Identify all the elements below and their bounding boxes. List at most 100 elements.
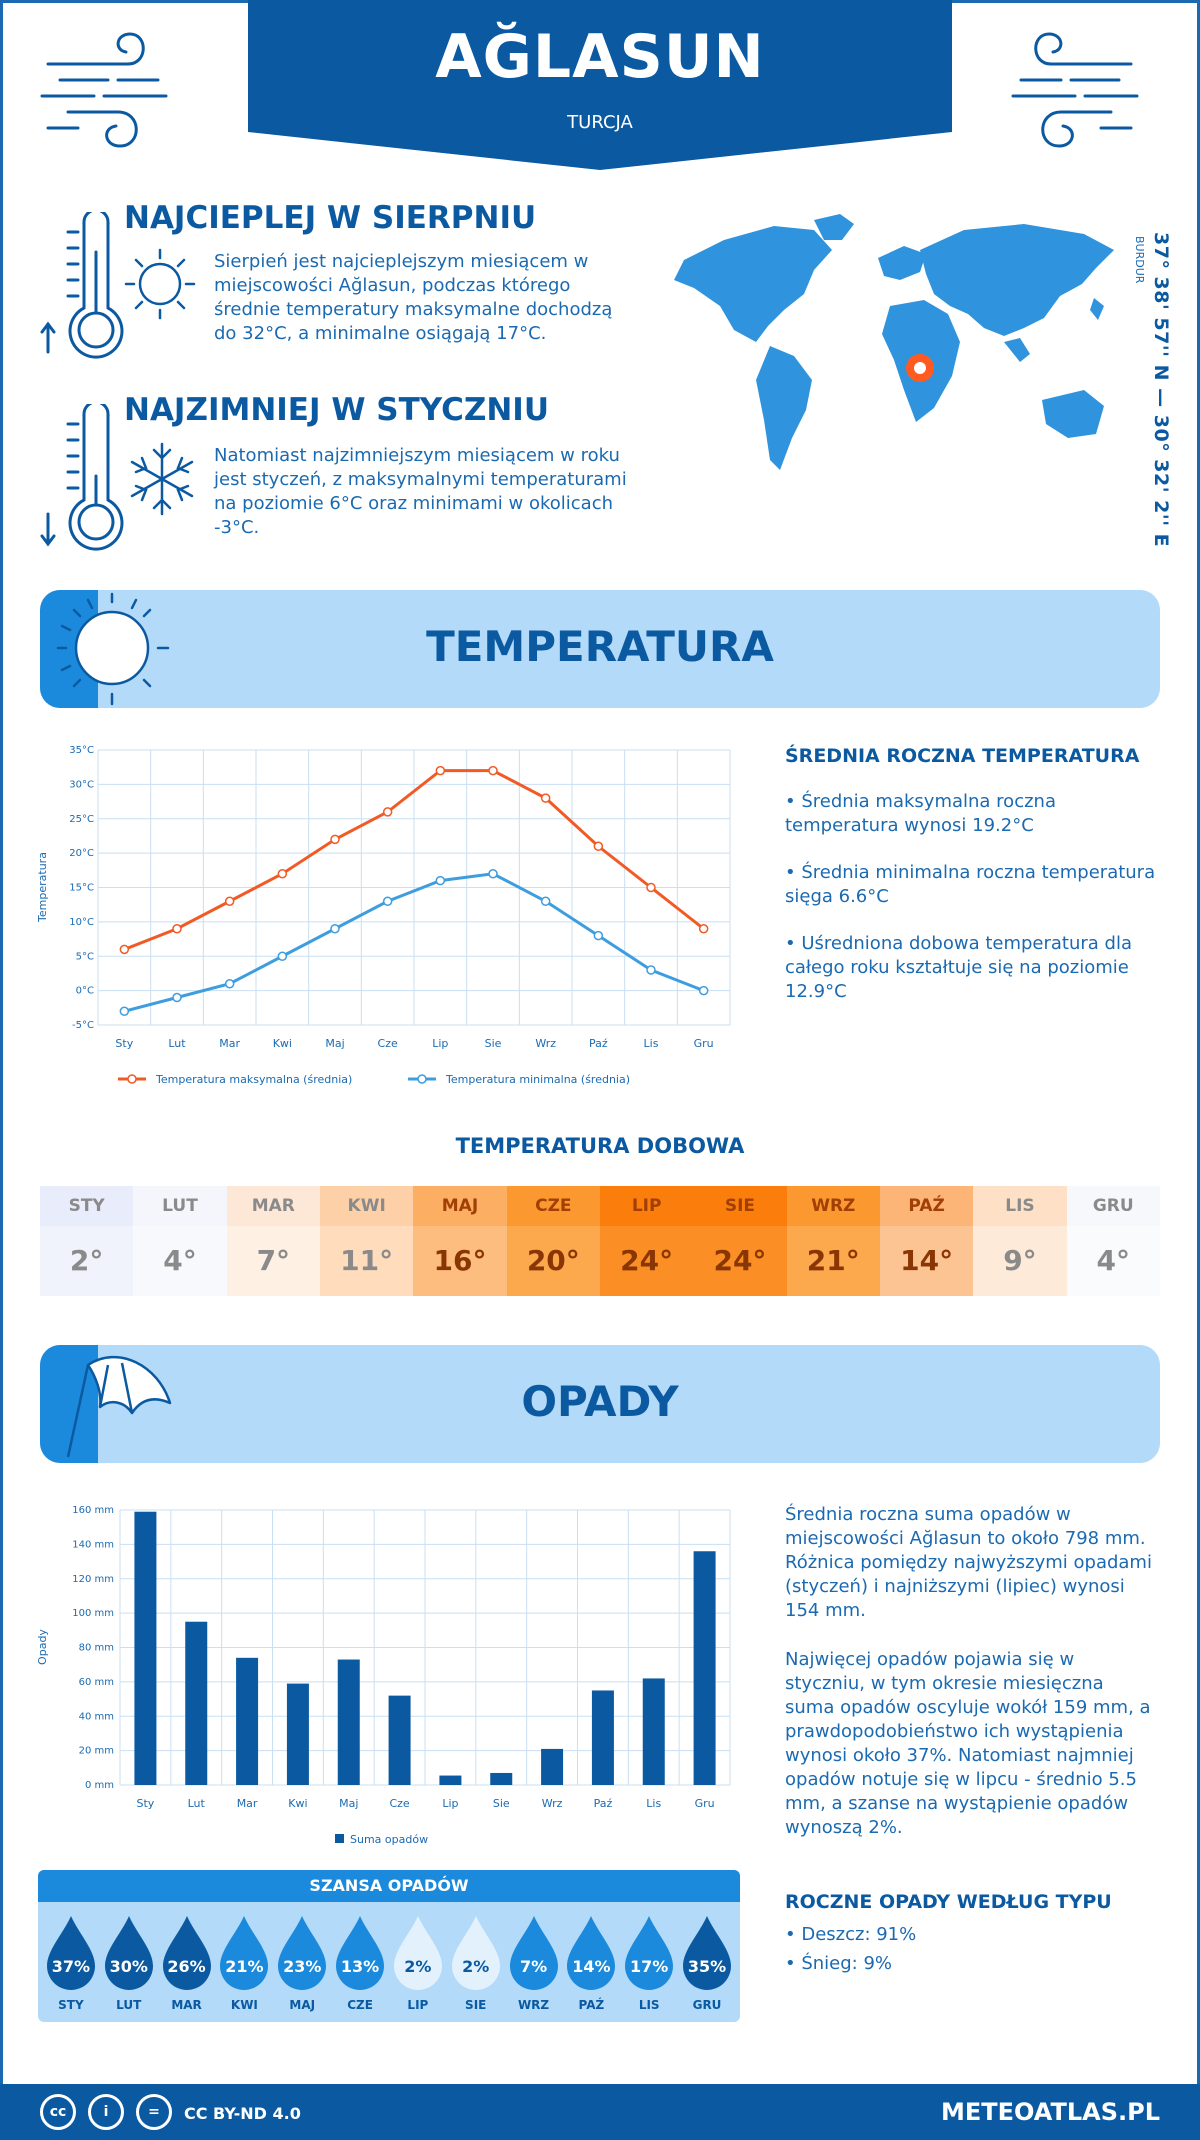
precip-chance-month: LIS [638, 1998, 660, 2012]
daily-temp-value: 9° [973, 1226, 1067, 1296]
precip-chance-item: 26% MAR [158, 1914, 216, 2012]
x-tick-label: Paź [589, 1037, 608, 1050]
y-tick-label: 15°C [69, 883, 94, 894]
data-point [224, 896, 235, 906]
bar [286, 1683, 309, 1785]
daily-temp-value: 24° [693, 1226, 787, 1296]
x-tick-label: Lis [644, 1037, 659, 1050]
precip-chance-month: CZE [347, 1998, 373, 2012]
x-tick-label: Lis [646, 1797, 661, 1810]
y-tick-label: 25°C [69, 814, 94, 825]
coldest-text: Natomiast najzimniejszym miesiącem w rok… [214, 445, 627, 538]
daily-temp-value: 14° [879, 1226, 974, 1296]
bar [439, 1775, 462, 1785]
precip-chance-month: LIP [407, 1998, 429, 2012]
y-tick-label: 120 mm [72, 1574, 114, 1585]
y-tick-label: 60 mm [79, 1677, 114, 1688]
raindrop-icon: 14% [565, 1914, 617, 1992]
y-tick-label: 80 mm [79, 1643, 114, 1654]
daily-temp-month: STY [40, 1186, 134, 1226]
daily-temp-month: GRU [1066, 1186, 1160, 1226]
x-tick-label: Sie [485, 1037, 502, 1050]
daily-temp-month: LIP [599, 1186, 694, 1226]
precip-type-rain: • Deszcz: 91% [785, 1924, 917, 1945]
daily-temp-value: 7° [226, 1226, 320, 1296]
data-point [277, 951, 288, 961]
daily-temp-table: STY 2° LUT 4° MAR 7° KWI 11° MAJ 16° CZE 20° LIP 24° S… [40, 1186, 1160, 1296]
data-point [698, 985, 709, 996]
daily-temp-value: 2° [40, 1226, 134, 1296]
y-tick-label: 20 mm [79, 1746, 114, 1757]
y-tick-label: 5°C [76, 951, 94, 962]
data-point [330, 834, 340, 845]
data-point [593, 930, 604, 941]
legend-label: Temperatura maksymalna (średnia) [155, 1073, 352, 1086]
data-point [488, 869, 498, 879]
daily-temp-value: 21° [786, 1226, 880, 1296]
x-tick-label: Lip [442, 1797, 458, 1810]
x-tick-label: Sty [137, 1797, 155, 1810]
raindrop-icon: 26% [161, 1914, 213, 1992]
data-point [382, 807, 393, 817]
daily-temp-cell: PAŹ 14° [879, 1186, 974, 1296]
warmest-text: Sierpień jest najcieplejszym miesiącem w… [214, 251, 613, 344]
data-point [330, 924, 340, 934]
daily-temp-cell: MAJ 16° [413, 1186, 507, 1296]
raindrop-icon: 30% [103, 1914, 155, 1992]
y-tick-label: 140 mm [72, 1539, 114, 1550]
cc-icon: cc [40, 2094, 76, 2130]
thermometer-cold-icon [40, 404, 194, 551]
daily-temp-value: 20° [506, 1226, 600, 1296]
data-point [698, 924, 709, 934]
raindrop-icon: 13% [334, 1914, 386, 1992]
raindrop-icon: 2% [392, 1914, 444, 1992]
daily-temp-cell: WRZ 21° [786, 1186, 880, 1296]
x-tick-label: Mar [237, 1797, 258, 1810]
precip-chance-value: 26% [167, 1957, 206, 1976]
daily-temp-cell: GRU 4° [1066, 1186, 1160, 1296]
x-tick-label: Wrz [542, 1797, 563, 1810]
precip-summary-1: Średnia roczna suma opadów w miejscowośc… [785, 1504, 1152, 1621]
precip-chance-item: 2% SIE [447, 1914, 505, 2012]
bar [541, 1748, 564, 1785]
precip-chance-month: MAJ [289, 1998, 316, 2012]
x-tick-label: Kwi [273, 1037, 292, 1050]
coldest-title: NAJZIMNIEJ W STYCZNIU [124, 392, 549, 428]
precip-chance-month: LUT [116, 1998, 142, 2012]
precip-chance-month: PAŹ [578, 1998, 605, 2012]
precip-chance-item: 30% LUT [100, 1914, 158, 2012]
bar [591, 1690, 614, 1785]
precip-axis-label: Opady [36, 1629, 49, 1665]
warmest-title: NAJCIEPLEJ W SIERPNIU [124, 200, 537, 236]
daily-temp-cell: LUT 4° [133, 1186, 227, 1296]
daily-temp-cell: LIS 9° [973, 1186, 1067, 1296]
daily-temp-month: MAJ [413, 1186, 507, 1226]
legend-label: Temperatura minimalna (średnia) [445, 1073, 630, 1086]
x-tick-label: Cze [389, 1797, 409, 1810]
bar [337, 1659, 360, 1785]
series-line-0 [123, 769, 705, 951]
bar [642, 1678, 665, 1785]
precip-summary-2: Najwięcej opadów pojawia się w styczniu,… [785, 1649, 1151, 1838]
y-tick-label: 160 mm [72, 1505, 114, 1516]
raindrop-icon: 37% [45, 1914, 97, 1992]
temperature-band: TEMPERATURA [40, 590, 1160, 708]
precip-chance-item: 23% MAJ [273, 1914, 331, 2012]
precip-chance-item: 37% STY [42, 1914, 100, 2012]
precip-chance-month: MAR [171, 1998, 202, 2012]
precipitation-chart: 0 mm 20 mm 40 mm 60 mm 80 mm 100 mm 120 mm 140 … [36, 1505, 731, 1846]
y-tick-label: 35°C [69, 745, 94, 756]
daily-temp-value: 24° [599, 1226, 694, 1296]
data-point [646, 882, 656, 893]
brand-link[interactable]: METEOATLAS.PL [940, 2098, 1160, 2126]
precip-chance-month: STY [58, 1998, 84, 2012]
x-tick-label: Mar [219, 1037, 240, 1050]
data-point [172, 992, 182, 1003]
precip-chance-title: SZANSA OPADÓW [38, 1870, 740, 1902]
temp-summary-avg: • Uśredniona dobowa temperatura dla całe… [785, 933, 1133, 1002]
city-title: AĞLASUN [435, 22, 765, 92]
raindrop-icon: 23% [276, 1914, 328, 1992]
precip-type-snow: • Śnieg: 9% [785, 1953, 893, 1974]
daily-temp-cell: LIP 24° [599, 1186, 694, 1296]
daily-temp-cell: CZE 20° [506, 1186, 600, 1296]
